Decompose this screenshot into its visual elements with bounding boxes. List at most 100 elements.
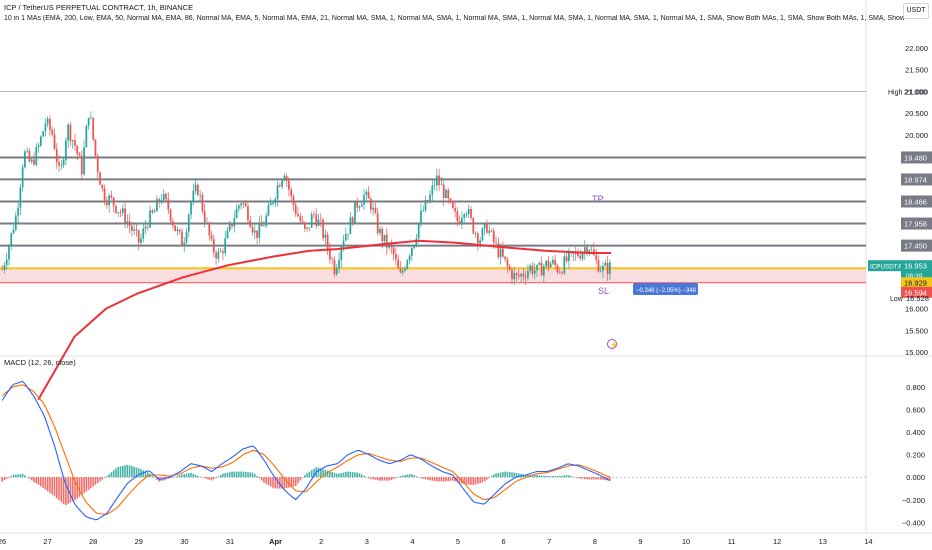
yellow-tag [901,277,932,289]
histogram-bar [581,477,584,479]
candle-body [181,231,183,246]
histogram-bar [76,477,79,499]
histogram-bar [556,476,559,478]
histogram-bar [379,477,381,481]
level-tag-text: 19.480 [904,153,927,162]
level-tag [901,151,932,164]
price-tick: 16.000 [905,305,928,314]
candle-body [197,184,199,195]
histogram-bar [399,476,402,478]
histogram-bar [595,477,598,480]
candle-body [28,150,31,162]
candle-body [151,210,154,213]
histogram-bar [87,477,90,490]
candle-body [370,198,372,210]
candle-body [588,250,591,253]
histogram-bar [392,477,395,479]
candle-body [24,151,26,168]
histogram-bar [110,472,113,478]
histogram-bar [85,477,88,492]
candle-body [406,260,409,269]
histogram-bar [374,477,377,480]
histogram-bar [288,477,290,488]
histogram-bar [477,477,479,484]
macd-tick: −0.400 [902,518,925,527]
candle-body [160,200,163,203]
candle-body [565,256,568,262]
candle-body [599,270,602,272]
candle-body [579,256,582,259]
histogram-bar [35,477,38,484]
time-tick: 8 [593,537,597,546]
histogram-bar [531,474,534,478]
candle-body [372,207,375,210]
histogram-bar [333,472,336,478]
histogram-bar [172,477,174,478]
histogram-bar [415,476,418,478]
histogram-bar [151,475,154,478]
histogram-bar [121,465,124,478]
histogram-bar [515,472,518,478]
histogram-bar [301,477,304,478]
histogram-bar [326,470,329,478]
candle-body [121,208,124,213]
time-tick: 4 [410,537,414,546]
candle-body [190,202,192,215]
histogram-bar [265,477,267,484]
candle-body [49,118,51,130]
histogram-bar [213,477,215,480]
candle-body [258,222,261,238]
histogram-bar [197,475,199,478]
histogram-bar [445,477,447,482]
candle-body [429,194,431,203]
macd-tick: 0.200 [906,451,925,460]
histogram-bar [342,472,345,478]
candle-body [479,240,481,244]
histogram-bar [395,477,397,478]
histogram-bar [429,477,431,481]
histogram-bar [545,475,547,478]
histogram-bar [62,477,65,505]
histogram-bar [94,477,97,485]
histogram-bar [290,477,293,488]
histogram-bar [183,474,186,478]
candle-body [506,259,509,267]
candle-body [217,251,220,259]
candle-body [92,117,95,140]
candle-body [208,222,211,236]
candle-body [404,268,406,271]
histogram-bar [81,477,83,496]
histogram-bar [103,477,106,478]
histogram-bar [131,466,133,478]
level-tag-text: 18.466 [904,197,927,206]
candle-body [303,222,306,229]
histogram-bar [317,467,320,478]
candle-body [267,205,270,216]
time-tick: 27 [43,537,51,546]
histogram-bar [247,472,249,478]
candle-body [497,242,500,258]
macd-label: MACD (12, 26, close) [4,358,76,367]
red-tag-text: 16.594 [904,288,927,297]
histogram-bar [253,473,256,478]
candle-body [117,212,120,213]
histogram-bar [533,474,536,478]
candle-body [110,195,113,198]
candle-body [552,259,554,264]
histogram-bar [190,472,192,478]
candle-body [112,197,115,206]
candle-body [144,226,147,229]
histogram-bar [465,477,468,485]
histogram-bar [58,477,60,501]
candle-body [556,265,559,272]
candle-body [395,254,397,260]
histogram-bar [406,474,409,478]
histogram-bar [222,473,224,478]
candle-body [433,185,436,187]
candle-body [90,117,92,119]
histogram-bar [540,475,543,478]
candle-body [561,272,563,274]
histogram-bar [454,477,456,482]
currency-button[interactable]: USDT [903,3,929,19]
